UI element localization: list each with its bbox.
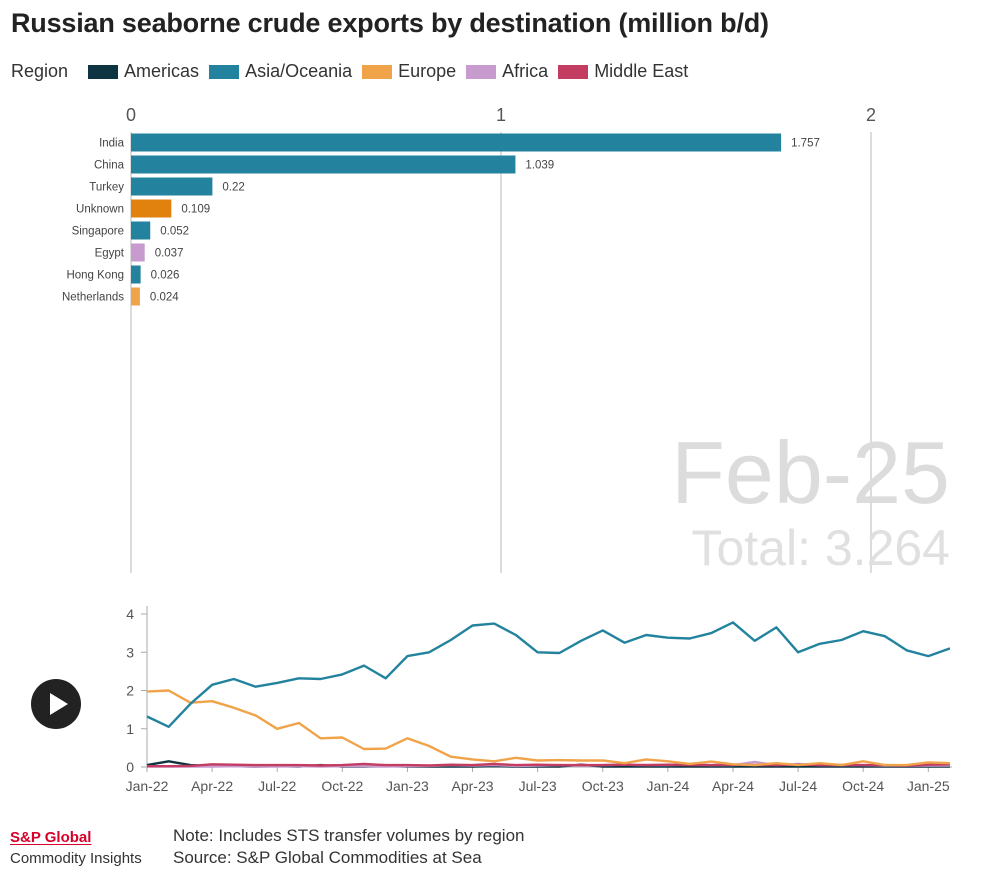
legend-label-asia-oceania: Asia/Oceania bbox=[245, 61, 353, 81]
legend-label-middle-east: Middle East bbox=[594, 61, 689, 81]
line-y-tick-label: 1 bbox=[126, 721, 134, 737]
line-x-tick-label: Apr-23 bbox=[452, 778, 494, 794]
line-series-asia-oceania[interactable] bbox=[146, 621, 951, 728]
bar-category-label: Singapore bbox=[72, 226, 124, 238]
bar-category-label: Egypt bbox=[95, 248, 125, 260]
play-button[interactable] bbox=[31, 679, 81, 729]
bar-category-label: Netherlands bbox=[62, 292, 124, 304]
legend-label-americas: Americas bbox=[124, 61, 200, 81]
bar-category-label: China bbox=[94, 160, 125, 172]
bar-value-label: 1.757 bbox=[791, 138, 820, 150]
bar-value-label: 0.026 bbox=[151, 270, 180, 282]
bar-egypt[interactable] bbox=[131, 243, 145, 262]
line-x-tick-label: Jan-22 bbox=[126, 778, 169, 794]
legend-item-europe[interactable]: Europe bbox=[362, 61, 456, 82]
play-icon bbox=[50, 693, 68, 715]
line-chart: 0 1 2 3 4 Jan-22 Apr-22 Jul-22 Oct-22 Jan-23 Apr-2… bbox=[126, 606, 952, 794]
note-text: Note: Includes STS transfer volumes by r… bbox=[173, 826, 525, 845]
line-x-tick-label: Oct-22 bbox=[321, 778, 363, 794]
bar-value-label: 0.037 bbox=[155, 248, 184, 260]
legend-swatch-middle-east bbox=[558, 64, 589, 79]
line-x-tick-label: Oct-24 bbox=[842, 778, 884, 794]
legend-swatch-americas bbox=[88, 64, 119, 79]
footnotes: Note: Includes STS transfer volumes by r… bbox=[173, 825, 525, 869]
bar-x-tick-label: 0 bbox=[126, 105, 136, 125]
bar-value-label: 0.024 bbox=[150, 292, 179, 304]
line-x-tick-label: Jan-25 bbox=[907, 778, 950, 794]
bar-value-label: 1.039 bbox=[525, 160, 554, 172]
line-series-middle-east[interactable] bbox=[147, 762, 951, 768]
source-text: Source: S&P Global Commodities at Sea bbox=[173, 848, 482, 867]
bar-category-label: Unknown bbox=[76, 204, 124, 216]
line-x-tick-label: Jan-24 bbox=[646, 778, 689, 794]
legend-title: Region bbox=[11, 61, 69, 81]
line-x-tick-label: Jul-22 bbox=[258, 778, 296, 794]
bar-turkey[interactable] bbox=[131, 177, 213, 196]
line-x-tick-label: Apr-22 bbox=[191, 778, 233, 794]
legend: Region Americas Asia/Oceania Europe Afri… bbox=[11, 61, 698, 82]
legend-item-africa[interactable]: Africa bbox=[466, 61, 548, 82]
legend-label-africa: Africa bbox=[502, 61, 549, 81]
brand-name: S&P Global bbox=[10, 829, 92, 846]
line-y-tick-label: 3 bbox=[126, 644, 134, 660]
line-x-tick-label: Oct-23 bbox=[582, 778, 624, 794]
line-y-tick-label: 0 bbox=[126, 759, 134, 775]
bar-category-label: India bbox=[99, 138, 125, 150]
bar-netherlands[interactable] bbox=[131, 287, 140, 306]
line-x-tick-label: Jan-23 bbox=[386, 778, 429, 794]
legend-swatch-europe bbox=[362, 64, 393, 79]
legend-swatch-africa bbox=[466, 64, 497, 79]
bar-unknown[interactable] bbox=[131, 199, 172, 218]
line-x-tick-label: Apr-24 bbox=[712, 778, 754, 794]
bar-category-label: Hong Kong bbox=[66, 270, 124, 282]
bar-x-tick-label: 2 bbox=[866, 105, 876, 125]
line-y-tick-label: 4 bbox=[126, 606, 134, 622]
bar-china[interactable] bbox=[131, 155, 516, 174]
brand-subtitle: Commodity Insights bbox=[10, 850, 142, 867]
chart-title: Russian seaborne crude exports by destin… bbox=[11, 8, 769, 38]
bar-x-tick-label: 1 bbox=[496, 105, 506, 125]
brand-logo: S&P Global Commodity Insights bbox=[10, 828, 142, 868]
legend-swatch-asia-oceania bbox=[209, 64, 240, 79]
bar-value-label: 0.109 bbox=[181, 204, 210, 216]
legend-item-americas[interactable]: Americas bbox=[88, 61, 199, 82]
period-watermark: Feb-25 bbox=[671, 423, 950, 522]
bar-india[interactable] bbox=[131, 133, 782, 152]
line-series-europe[interactable] bbox=[146, 689, 951, 767]
legend-item-asia-oceania[interactable]: Asia/Oceania bbox=[209, 61, 352, 82]
legend-label-europe: Europe bbox=[398, 61, 457, 81]
bar-singapore[interactable] bbox=[131, 221, 151, 240]
line-x-tick-label: Jul-23 bbox=[519, 778, 557, 794]
line-x-tick-label: Jul-24 bbox=[779, 778, 817, 794]
line-y-tick-label: 2 bbox=[126, 683, 134, 699]
legend-item-middle-east[interactable]: Middle East bbox=[558, 61, 688, 82]
bar-hong-kong[interactable] bbox=[131, 265, 141, 284]
total-watermark: Total: 3.264 bbox=[691, 520, 950, 576]
bar-value-label: 0.052 bbox=[160, 226, 189, 238]
bar-value-label: 0.22 bbox=[222, 182, 244, 194]
bar-category-label: Turkey bbox=[89, 182, 124, 194]
